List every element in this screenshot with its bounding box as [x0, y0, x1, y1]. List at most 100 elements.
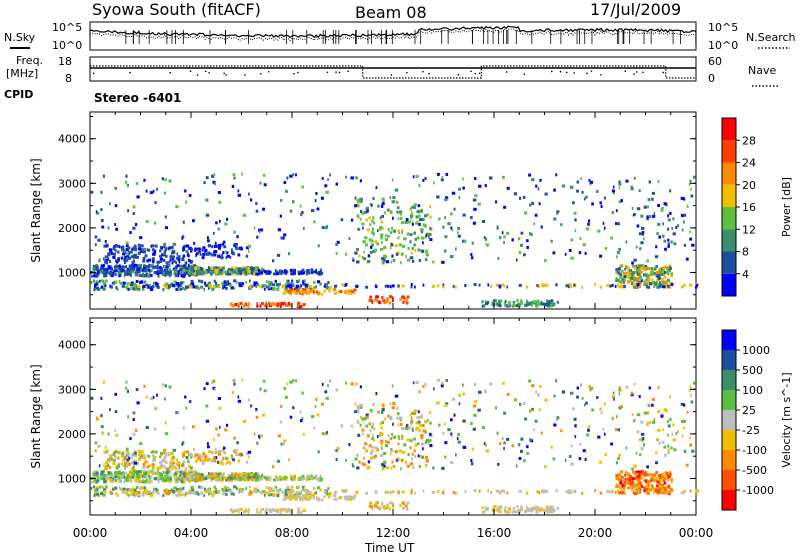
- velocity-echo: [239, 507, 243, 511]
- power-echo: [636, 207, 641, 211]
- velocity-echo: [104, 465, 107, 469]
- power-echo: [580, 177, 582, 181]
- velocity-echo: [161, 478, 165, 482]
- velocity-echo: [214, 447, 217, 451]
- power-echo: [205, 198, 209, 202]
- power-echo: [216, 272, 220, 276]
- power-echo: [103, 257, 105, 261]
- power-echo: [417, 204, 421, 208]
- power-echo: [646, 215, 649, 219]
- velocity-echo: [214, 487, 218, 491]
- velocity-echo: [101, 485, 104, 489]
- velocity-echo: [134, 429, 138, 433]
- power-echo: [513, 192, 518, 196]
- velocity-echo: [431, 490, 435, 494]
- power-echo: [426, 212, 429, 216]
- power-echo: [253, 283, 257, 287]
- velocity-echo: [425, 459, 429, 463]
- velocity-echo: [152, 395, 155, 399]
- velocity-echo: [239, 490, 243, 494]
- power-echo: [134, 223, 138, 227]
- velocity-echo: [502, 381, 505, 385]
- power-echo: [227, 267, 230, 271]
- power-echo: [200, 285, 204, 289]
- power-echo: [177, 286, 180, 290]
- power-echo: [164, 247, 167, 251]
- velocity-echo: [239, 473, 243, 477]
- velocity-echo: [623, 490, 626, 494]
- velocity-echo: [397, 435, 400, 439]
- power-echo: [283, 233, 287, 237]
- colorbar-segment: [722, 410, 736, 430]
- velocity-echo: [124, 478, 126, 482]
- power-echo: [667, 268, 671, 272]
- velocity-echo: [217, 460, 219, 464]
- power-echo: [176, 256, 179, 260]
- velocity-echo: [546, 505, 549, 509]
- power-echo: [200, 270, 204, 274]
- power-echo: [135, 279, 139, 283]
- power-echo: [93, 288, 96, 292]
- power-echo: [248, 192, 250, 196]
- power-echo: [688, 183, 691, 187]
- velocity-echo: [548, 506, 552, 510]
- power-echo: [670, 272, 674, 276]
- velocity-echo: [134, 461, 138, 465]
- velocity-y-label: Slant Range [km]: [29, 364, 43, 468]
- power-echo: [545, 283, 549, 287]
- power-echo: [361, 211, 365, 215]
- power-echo: [131, 247, 135, 251]
- power-echo: [517, 302, 520, 306]
- freq-dot: [347, 70, 349, 73]
- velocity-echo: [624, 477, 628, 481]
- power-echo: [238, 281, 242, 285]
- velocity-echo: [310, 415, 315, 419]
- power-echo: [233, 230, 236, 234]
- power-echo: [391, 216, 394, 220]
- velocity-echo: [164, 397, 166, 401]
- power-echo: [221, 253, 224, 257]
- power-echo: [299, 213, 303, 217]
- velocity-echo: [134, 451, 137, 455]
- power-echo: [614, 284, 617, 288]
- x-tick-label: 16:00: [477, 526, 512, 540]
- power-echo: [542, 284, 545, 288]
- velocity-echo: [506, 491, 509, 495]
- power-echo: [436, 172, 440, 176]
- velocity-echo: [354, 410, 358, 414]
- power-echo: [302, 290, 306, 294]
- velocity-echo: [133, 469, 137, 473]
- velocity-echo: [189, 477, 193, 481]
- velocity-echo: [126, 473, 130, 477]
- power-echo: [150, 244, 153, 248]
- colorbar-segment: [722, 229, 736, 252]
- power-echo: [623, 284, 626, 288]
- velocity-echo: [142, 462, 146, 466]
- freq-dot: [559, 70, 562, 73]
- velocity-echo: [96, 479, 100, 483]
- velocity-echo: [676, 430, 680, 434]
- velocity-echo: [205, 404, 209, 408]
- power-echo: [114, 269, 118, 273]
- power-echo: [410, 282, 413, 286]
- power-echo: [125, 270, 129, 274]
- velocity-echo: [121, 474, 124, 478]
- velocity-echo: [259, 387, 262, 391]
- power-echo: [535, 299, 539, 303]
- power-echo: [145, 189, 148, 193]
- velocity-echo: [134, 477, 138, 481]
- velocity-echo: [363, 456, 365, 460]
- power-echo: [149, 270, 151, 274]
- velocity-echo: [186, 478, 189, 482]
- power-echo: [297, 270, 300, 274]
- power-echo: [263, 270, 268, 274]
- velocity-echo: [269, 508, 274, 512]
- velocity-echo: [537, 508, 541, 512]
- velocity-echo: [495, 489, 499, 493]
- velocity-echo: [436, 401, 440, 405]
- power-echo: [579, 237, 582, 241]
- velocity-echo: [358, 460, 361, 464]
- power-echo: [218, 219, 221, 223]
- velocity-echo: [589, 386, 594, 390]
- velocity-echo: [520, 449, 523, 453]
